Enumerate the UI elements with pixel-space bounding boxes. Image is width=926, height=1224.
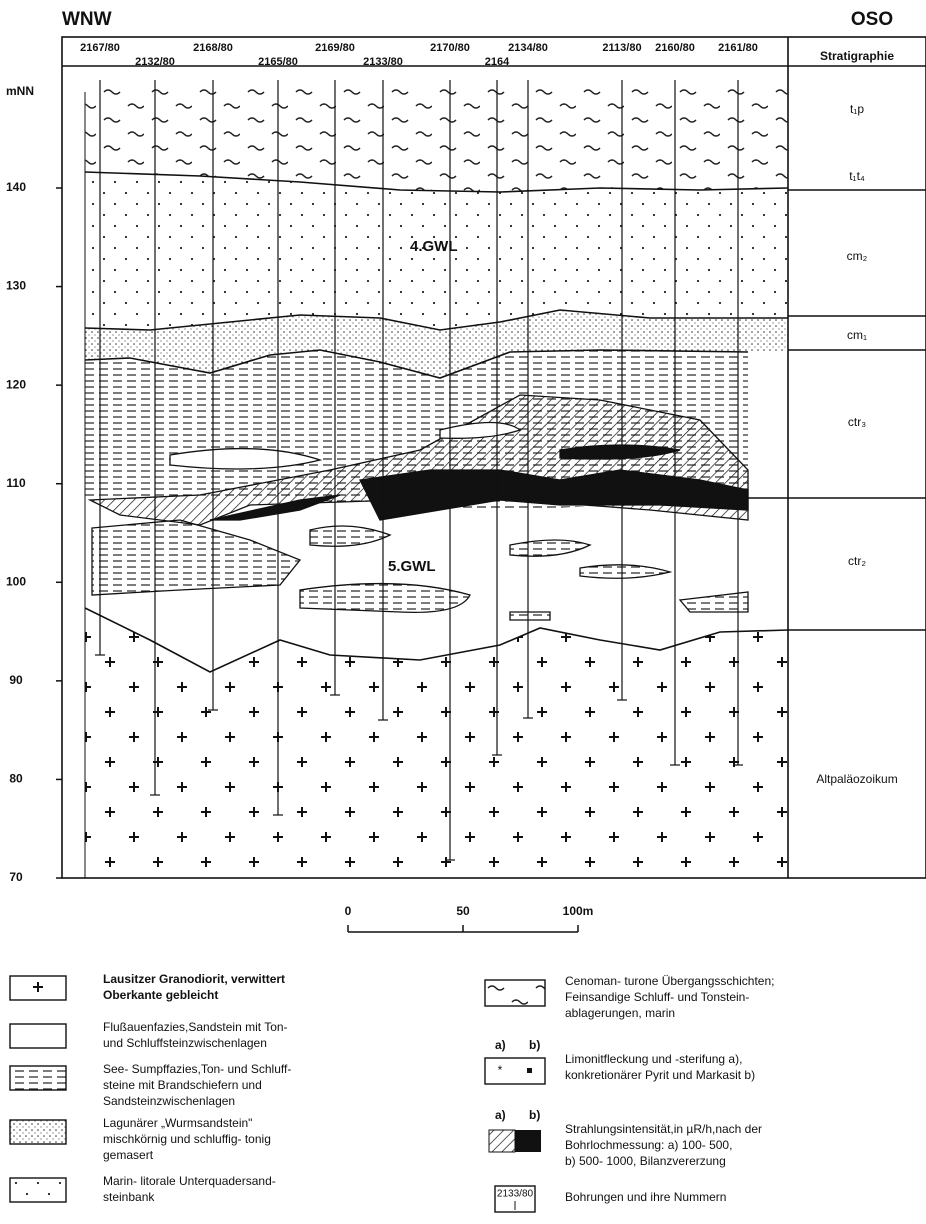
legend-text: See- Sumpffazies,Ton- und Schluff- — [103, 1062, 291, 1076]
lens — [510, 540, 590, 556]
borehole-label: 2167/80 — [80, 42, 120, 54]
legend-text: Cenoman- turone Übergangsschichten; — [565, 974, 774, 988]
borehole-label: 2134/80 — [508, 42, 548, 54]
legend-swatch — [10, 976, 66, 1000]
legend-text: mischkörnig und schluffig- tonig — [103, 1132, 271, 1146]
legend-symbol: * — [498, 1063, 503, 1077]
borehole-label: 2113/80 — [602, 42, 641, 54]
lens — [92, 520, 300, 595]
y-tick-label: 90 — [9, 673, 23, 687]
strat-label: cm₁ — [847, 328, 867, 342]
legend-swatch — [485, 1058, 545, 1084]
borehole-label: 2161/80 — [718, 42, 758, 54]
borehole-label: 2160/80 — [655, 42, 695, 54]
borehole-label: 2165/80 — [258, 56, 298, 68]
legend-text: Oberkante gebleicht — [103, 988, 218, 1002]
layer-basement — [85, 608, 788, 878]
legend-text: ablagerungen, marin — [565, 1006, 675, 1020]
borehole-label: 2133/80 — [363, 56, 403, 68]
legend: Lausitzer Granodiorit, verwittert Oberkan… — [10, 972, 774, 1212]
axis-label: mNN — [6, 84, 34, 98]
legend-text: und Schluffsteinzwischenlagen — [103, 1036, 267, 1050]
strat-label: cm₂ — [847, 249, 868, 263]
scale-label: 100m — [563, 904, 594, 918]
legend-sublabel: a) — [495, 1038, 506, 1052]
legend-text: Bohrungen und ihre Nummern — [565, 1190, 726, 1204]
y-tick-label: 110 — [6, 476, 26, 490]
direction-right: OSO — [851, 9, 893, 30]
legend-text: steine mit Brandschiefern und — [103, 1078, 262, 1092]
legend-text: konkretionärer Pyrit und Markasit b) — [565, 1068, 755, 1082]
borehole-label: 2169/80 — [315, 42, 355, 54]
borehole-label: 2164 — [485, 56, 510, 68]
y-tick-label: 120 — [6, 377, 26, 391]
borehole-label: 2170/80 — [430, 42, 470, 54]
cross-section: WNW OSO Stratigraphie t₁p t₁t₄ cm₂ cm₁ ctr₃ c… — [0, 0, 926, 1224]
legend-swatch — [10, 1120, 66, 1144]
y-tick-label: 130 — [6, 279, 26, 293]
legend-sublabel: a) — [495, 1108, 506, 1122]
strat-label: ctr₃ — [848, 415, 866, 429]
lens — [310, 526, 390, 546]
y-tick-label: 140 — [6, 180, 26, 194]
legend-text: Sandsteinzwischenlagen — [103, 1094, 235, 1108]
legend-symbol — [527, 1068, 532, 1073]
y-tick-label: 70 — [9, 870, 23, 884]
legend-text: gemasert — [103, 1148, 154, 1162]
legend-text: Limonitfleckung und -sterifung a), — [565, 1052, 742, 1066]
legend-text: Lausitzer Granodiorit, verwittert — [103, 972, 285, 986]
lens — [580, 565, 670, 578]
legend-text: Marin- litorale Unterquadersand- — [103, 1174, 276, 1188]
legend-swatch — [515, 1130, 541, 1152]
legend-swatch — [10, 1178, 66, 1202]
legend-text: Bohrlochmessung: a) 100- 500, — [565, 1138, 732, 1152]
legend-swatch — [489, 1130, 515, 1152]
legend-sublabel: b) — [529, 1038, 540, 1052]
legend-text: Lagunärer „Wurmsandstein" — [103, 1116, 252, 1130]
column-title: Stratigraphie — [820, 49, 894, 63]
lens — [510, 612, 550, 620]
legend-text: steinbank — [103, 1190, 155, 1204]
strat-label: Altpaläozoikum — [816, 772, 897, 786]
direction-left: WNW — [62, 9, 112, 30]
annotation: 4.GWL — [410, 238, 458, 255]
borehole-label: 2168/80 — [193, 42, 233, 54]
annotation: 5.GWL — [388, 558, 436, 575]
strat-label: t₁p — [850, 102, 864, 116]
strat-label: t₁t₄ — [849, 169, 865, 183]
borehole-label: 2132/80 — [135, 56, 175, 68]
y-tick-label: 100 — [6, 574, 26, 588]
layers — [85, 88, 926, 878]
scale-label: 50 — [456, 904, 470, 918]
legend-swatch — [485, 980, 545, 1006]
legend-text: b) 500- 1000, Bilanzvererzung — [565, 1154, 726, 1168]
legend-text: Strahlungsintensität,in µR/h,nach der — [565, 1122, 762, 1136]
legend-text: Feinsandige Schluff- und Tonstein- — [565, 990, 749, 1004]
legend-text: Flußauenfazies,Sandstein mit Ton- — [103, 1020, 288, 1034]
legend-swatch — [10, 1066, 66, 1090]
strat-label: ctr₂ — [848, 554, 866, 568]
lens — [300, 584, 470, 613]
y-tick-label: 80 — [9, 772, 23, 786]
legend-symbol-label: 2133/80 — [497, 1189, 534, 1200]
scale-label: 0 — [345, 904, 352, 918]
legend-swatch — [10, 1024, 66, 1048]
legend-sublabel: b) — [529, 1108, 540, 1122]
